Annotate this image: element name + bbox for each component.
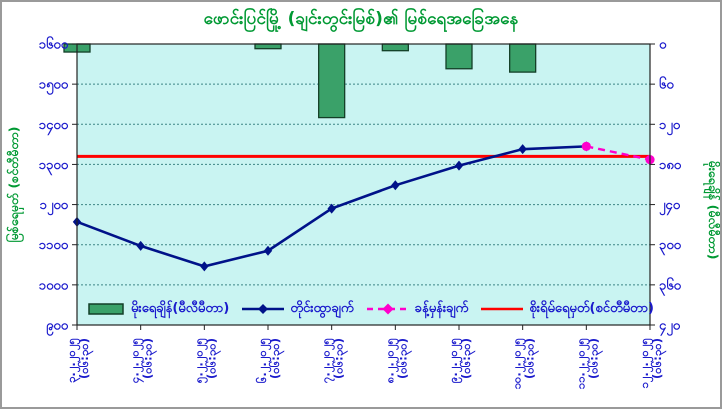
x-time-label: (၀၆:၃၀)	[77, 338, 94, 379]
left-tick-label: ၁၀၀၀	[39, 278, 69, 293]
right-tick-label: ၁၈၀	[659, 158, 682, 173]
left-tick-label: ၁၂၀၀	[40, 198, 69, 216]
rain-bar	[509, 43, 537, 73]
x-date-label: ၇.၂.၂၀၂၅	[319, 337, 336, 383]
x-time-label: (၀၆:၃၀)	[332, 338, 349, 379]
right-tick-label: ၂၄၀	[659, 198, 681, 216]
left-tick-label: ၁၄၀၀	[39, 118, 69, 136]
x-date-label: ၉.၂.၂၀၂၅	[446, 337, 463, 384]
right-tick-label: ၃၆၀	[659, 276, 682, 296]
legend-item-rainfall: မိုးရေချိန်(မီလီမီတာ)	[88, 300, 229, 319]
measured-point	[327, 203, 336, 214]
x-time-label: (၀၆:၃၀)	[523, 338, 540, 379]
legend-swatch-bar-icon	[88, 303, 124, 315]
x-time-label: (၀၆:၃၀)	[395, 338, 412, 379]
x-date-label: ၆.၂.၂၀၂၅	[255, 337, 272, 384]
legend-label-rainfall: မိုးရေချိန်(မီလီမီတာ)	[131, 300, 230, 316]
left-tick-label: ၉၀၀	[46, 319, 69, 337]
x-time-label: (၀၆:၃၀)	[459, 338, 476, 379]
x-date-label: ၄.၂.၂၀၂၅	[128, 337, 145, 384]
x-date-label: ၅.၂.၂၀၂၅	[191, 337, 208, 383]
plot-border	[76, 43, 651, 326]
legend-item-measured: တိုင်းထွာချက်	[241, 300, 354, 319]
right-tick-label: ၃၀၀	[659, 238, 682, 256]
measured-point	[391, 180, 400, 191]
left-axis-title: မြစ်ရေမှတ် (စင်တီမီတာ)	[4, 127, 25, 243]
left-tick-label: ၁၃၀၀	[39, 158, 69, 176]
legend-label-measured: တိုင်းထွာချက်	[290, 300, 354, 316]
legend: မိုးရေချိန်(မီလီမီတာ) တိုင်းထွာချက် ခန့်…	[88, 298, 654, 320]
left-tick-label: ၁၆၀၀	[39, 36, 69, 53]
x-date-label: ၁၂.၂.၂၀၂၅	[637, 337, 654, 388]
measured-point	[200, 261, 209, 272]
legend-swatch-red-line-icon	[481, 307, 524, 311]
rain-bar	[254, 43, 282, 50]
x-time-label: (၀၆:၃၀)	[141, 338, 158, 379]
measured-point	[518, 144, 527, 155]
x-date-label: ၁၀.၂.၂၀၂၅	[510, 337, 527, 389]
measured-point	[136, 240, 145, 251]
right-axis-title: မိုးရေချိန် (မီလီမီတာ)	[702, 161, 722, 260]
chart-title: ဖောင်းပြင်မြို့ (ချင်းတွင်းမြစ်)၏ မြစ်ရေ…	[203, 9, 519, 29]
right-tick-label: ၆၀	[659, 76, 674, 93]
legend-label-forecast: ခန့်မှန်းချက်	[414, 300, 469, 316]
forecast-line	[586, 145, 651, 161]
x-date-label: ၈.၂.၂၀၂၅	[382, 337, 399, 384]
legend-swatch-dashed-diamond-icon	[366, 303, 409, 315]
rain-bar	[445, 43, 473, 70]
left-tick-label: ၁၅၀၀	[39, 78, 69, 96]
x-date-label: ၁၁.၂.၂၀၂၅	[573, 337, 590, 389]
x-time-label: (၀၆:၃၀)	[586, 338, 603, 379]
right-tick-label: ၀	[659, 38, 667, 53]
measured-point	[263, 245, 273, 256]
rain-bar	[318, 43, 346, 119]
legend-swatch-line-diamond-icon	[242, 304, 285, 314]
measured-point	[454, 160, 464, 171]
forecast-point	[581, 141, 591, 151]
legend-item-forecast: ခန့်မှန်းချက်	[366, 300, 469, 319]
plot-area	[77, 44, 650, 325]
x-time-label: (၀၆:၃၀)	[204, 338, 221, 379]
legend-label-danger-level: စိုးရိမ်ရေမှတ်(စင်တီမီတာ)	[529, 300, 654, 316]
legend-item-danger-level: စိုးရိမ်ရေမှတ်(စင်တီမီတာ)	[480, 300, 654, 319]
rain-bar	[381, 43, 409, 52]
x-time-label: (၀၆:၃၀)	[268, 338, 285, 379]
x-date-label: ၃.၂.၂၀၂၅	[64, 337, 81, 383]
right-tick-label: ၁၂၀	[659, 118, 681, 136]
left-tick-label: ၁၁၀၀	[39, 238, 69, 253]
right-tick-label: ၄၂၀	[659, 319, 681, 337]
x-time-label: (၀၆:၃၀)	[650, 338, 667, 379]
